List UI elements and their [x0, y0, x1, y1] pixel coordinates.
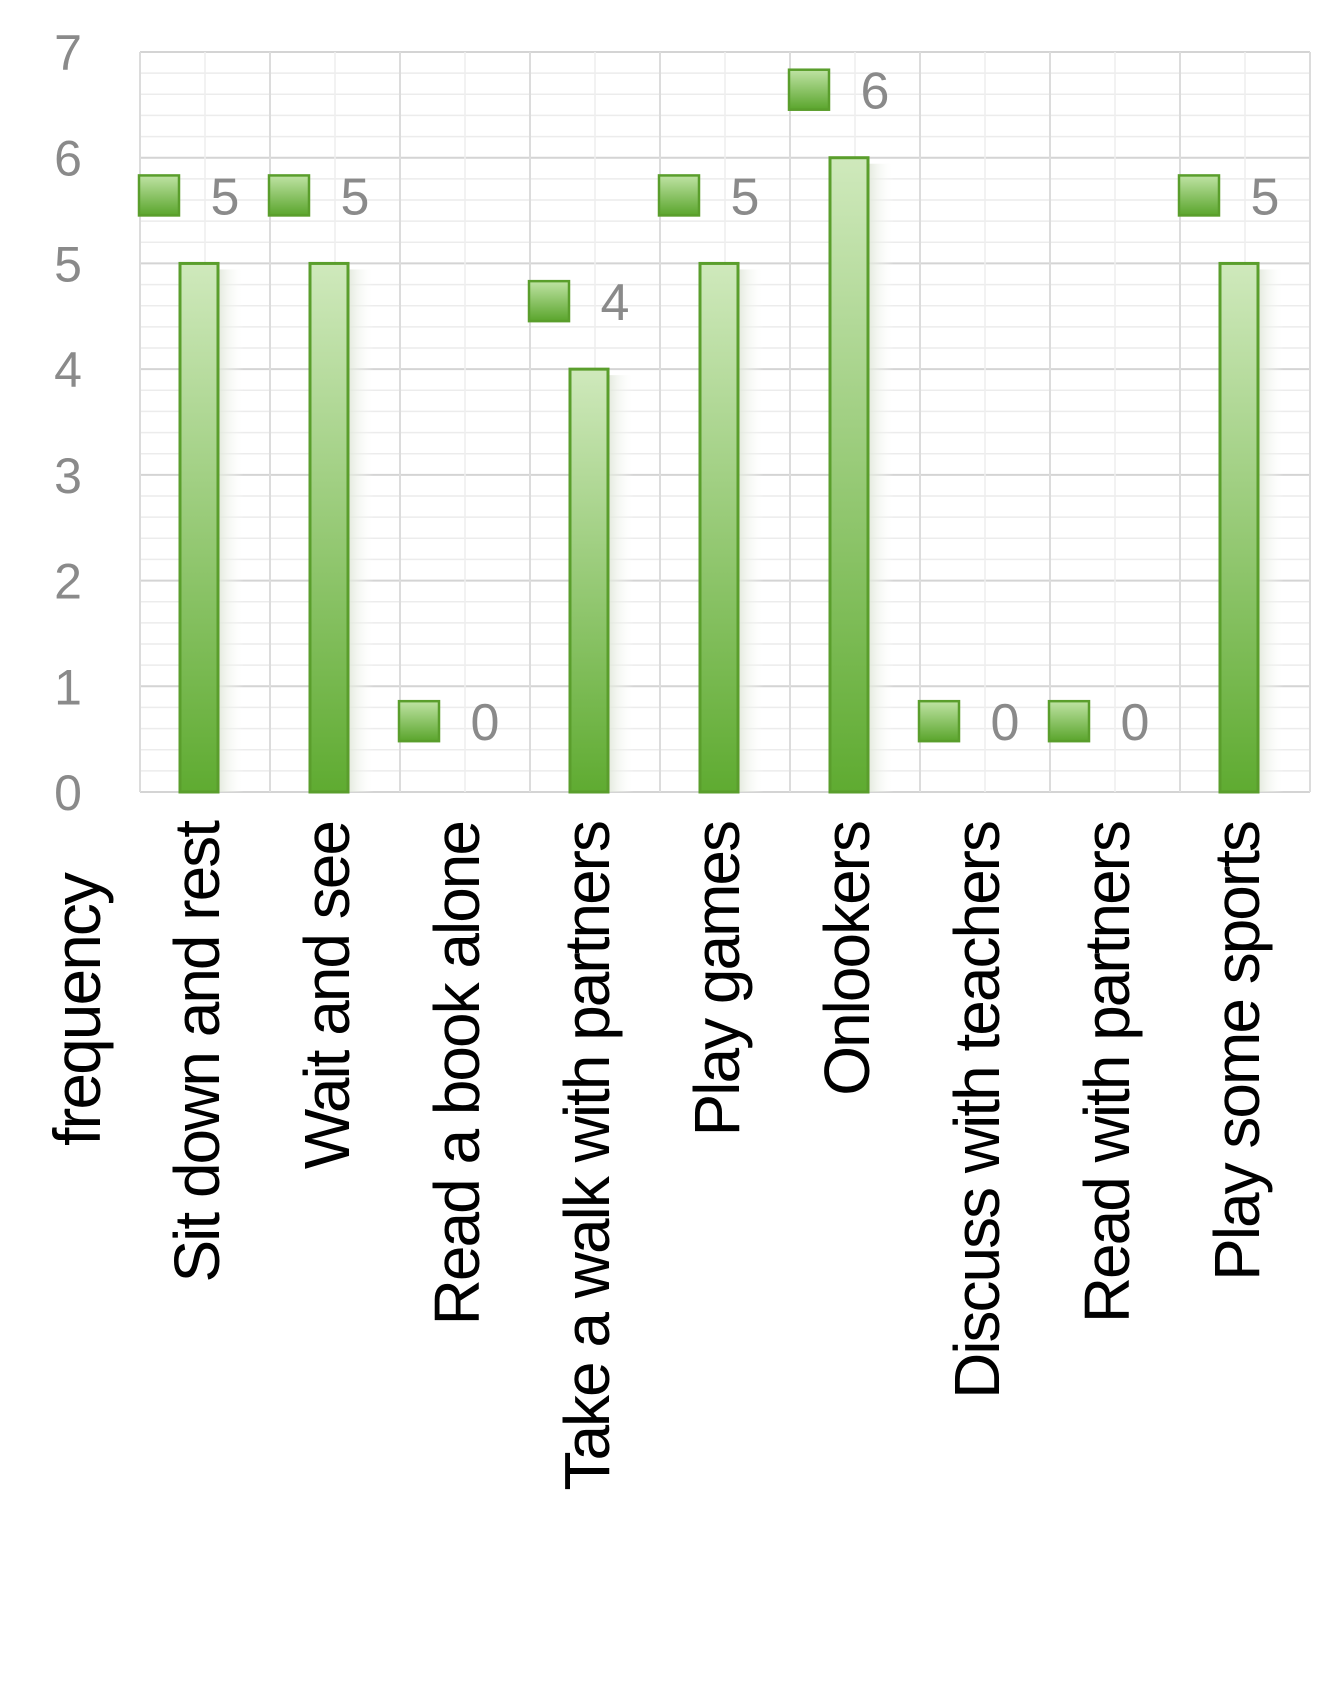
- category-label: Read with partners: [1071, 822, 1143, 1323]
- category-label: Read a book alone: [421, 822, 493, 1325]
- x-axis-categories: Sit down and rest Wait and see Read a book…: [161, 820, 1273, 1491]
- category-label: Play games: [681, 822, 753, 1136]
- data-label: 5: [211, 168, 240, 226]
- category-label: Onlookers: [811, 822, 883, 1096]
- category-label: Sit down and rest: [161, 820, 233, 1283]
- y-tick-label: 4: [54, 342, 82, 398]
- y-tick-label: 6: [54, 131, 82, 187]
- y-tick-label: 7: [54, 25, 82, 81]
- bar: [828, 156, 870, 794]
- bar: [308, 261, 350, 794]
- y-tick-label: 5: [54, 236, 82, 292]
- data-label: 5: [1251, 168, 1280, 226]
- y-tick-label: 1: [54, 659, 82, 715]
- data-labels: 5 5 0 4 5 6 0 0 5: [137, 63, 1280, 752]
- data-label: 4: [601, 274, 630, 332]
- y-axis-label: frequency: [40, 872, 114, 1146]
- bar-shadow: [608, 375, 634, 792]
- data-label: 5: [341, 168, 370, 226]
- data-label-marker: [1177, 174, 1221, 217]
- y-tick-label: 3: [54, 448, 82, 504]
- y-axis-ticks: 0 1 2 3 4 5 6 7: [54, 25, 82, 821]
- bar-shadow: [348, 269, 374, 792]
- bar: [568, 367, 610, 794]
- y-tick-label: 0: [54, 765, 82, 821]
- bar: [1218, 261, 1260, 794]
- bars: [178, 156, 1284, 794]
- bar-shadow: [738, 269, 764, 792]
- data-label: 0: [1121, 694, 1150, 752]
- data-label-marker: [787, 68, 831, 111]
- category-label: Wait and see: [291, 822, 363, 1169]
- y-tick-label: 2: [54, 554, 82, 610]
- bar-shadow: [218, 269, 244, 792]
- bar-shadow: [1258, 269, 1284, 792]
- data-label-marker: [397, 699, 441, 743]
- bar: [178, 261, 220, 794]
- data-label: 6: [861, 63, 890, 121]
- data-label-marker: [267, 174, 311, 217]
- category-label: Take a walk with partners: [551, 822, 623, 1491]
- bar: [698, 261, 740, 794]
- data-label-marker: [137, 174, 181, 217]
- category-label: Discuss with teachers: [941, 822, 1013, 1399]
- data-label-marker: [657, 174, 701, 217]
- data-label: 5: [731, 168, 760, 226]
- data-label: 0: [991, 694, 1020, 752]
- data-label-marker: [527, 279, 571, 323]
- data-label: 0: [471, 694, 500, 752]
- bar-shadow: [868, 163, 894, 792]
- data-label-marker: [917, 699, 961, 743]
- data-label-marker: [1047, 699, 1091, 743]
- category-label: Play some sports: [1201, 822, 1273, 1281]
